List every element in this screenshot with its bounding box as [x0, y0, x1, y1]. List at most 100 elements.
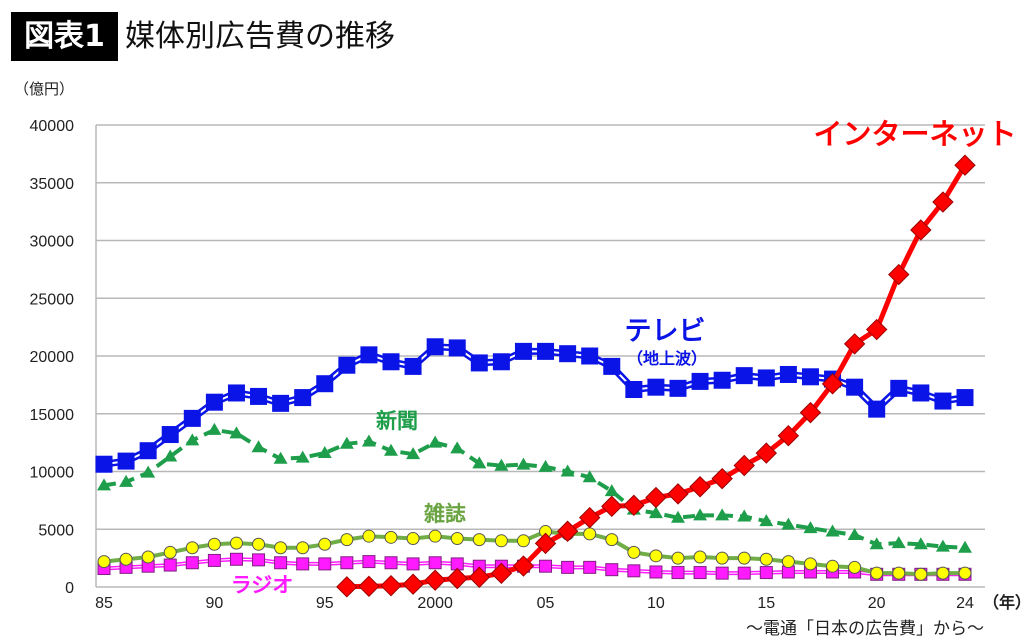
y-tick-label: 30000	[30, 234, 75, 251]
data-point	[117, 452, 135, 470]
data-point	[163, 558, 177, 572]
data-point	[340, 556, 354, 570]
data-point	[273, 451, 288, 464]
y-tick-label: 0	[65, 580, 74, 597]
data-point	[865, 318, 888, 341]
series-1	[97, 422, 972, 553]
series-line	[103, 529, 965, 577]
data-point	[755, 442, 778, 464]
y-tick-label: 5000	[38, 522, 74, 539]
data-point	[583, 527, 597, 541]
chart-title: 媒体別広告費の推移	[125, 19, 395, 54]
data-point	[932, 191, 954, 213]
data-point	[426, 338, 444, 356]
series-label: テレビ	[625, 316, 706, 347]
data-point	[627, 564, 641, 578]
data-point	[713, 371, 731, 389]
data-point	[494, 458, 509, 471]
data-point	[759, 552, 773, 566]
data-point	[318, 537, 332, 551]
data-point	[669, 379, 687, 397]
data-point	[958, 540, 972, 553]
data-point	[890, 379, 908, 397]
data-point	[446, 567, 468, 590]
data-point	[578, 506, 601, 529]
data-point	[693, 508, 708, 521]
data-point	[448, 339, 466, 357]
data-point	[295, 450, 310, 463]
series-line-inner	[103, 345, 966, 466]
data-point	[492, 353, 510, 371]
data-point	[534, 532, 557, 555]
data-point	[910, 219, 932, 241]
data-point	[185, 541, 199, 555]
data-point	[954, 154, 976, 176]
data-point	[733, 454, 755, 477]
x-tick-label: 20	[868, 595, 886, 612]
y-tick-label: 15000	[30, 407, 75, 424]
data-point	[777, 424, 800, 447]
data-point	[803, 557, 817, 571]
data-point	[205, 393, 223, 411]
data-point	[781, 517, 796, 530]
data-point	[556, 520, 579, 542]
data-point	[936, 566, 950, 580]
data-point	[428, 529, 442, 543]
data-point	[914, 567, 928, 581]
data-point	[384, 443, 398, 456]
data-point	[470, 354, 488, 372]
data-point	[274, 541, 288, 555]
data-point	[472, 456, 487, 469]
data-point	[316, 375, 334, 393]
data-point	[139, 442, 157, 460]
data-point	[803, 521, 818, 534]
x-tick-label: 24	[956, 595, 974, 612]
data-point	[779, 365, 797, 383]
data-point	[826, 559, 840, 573]
data-point	[382, 353, 400, 371]
data-point	[759, 514, 774, 527]
data-point	[227, 384, 245, 402]
data-point	[424, 569, 446, 591]
y-tick-label: 10000	[30, 465, 75, 482]
y-tick-label: 40000	[30, 118, 75, 135]
data-point	[272, 394, 290, 412]
data-point	[648, 506, 663, 519]
data-point	[97, 478, 111, 491]
x-tick-label: 95	[316, 595, 334, 612]
data-point	[95, 455, 113, 473]
data-point	[490, 562, 513, 585]
data-point	[537, 342, 555, 360]
data-point	[627, 545, 641, 559]
data-point	[384, 530, 398, 544]
data-point	[450, 441, 465, 454]
data-point	[671, 566, 685, 580]
data-point	[406, 531, 420, 545]
data-point	[934, 392, 952, 410]
data-point	[185, 556, 199, 570]
data-point	[737, 566, 751, 580]
series-2	[97, 525, 972, 581]
data-point	[362, 529, 376, 543]
data-point	[384, 556, 398, 570]
data-point	[362, 555, 376, 569]
data-point	[119, 474, 134, 487]
data-point	[402, 573, 424, 595]
data-point	[667, 483, 689, 505]
data-point	[891, 536, 906, 549]
data-point	[561, 560, 575, 574]
y-tick-label: 20000	[30, 349, 75, 366]
data-point	[737, 509, 752, 522]
x-tick-label: 10	[647, 595, 665, 612]
series-0	[95, 338, 974, 473]
data-point	[601, 495, 623, 518]
data-point	[252, 537, 266, 551]
x-tick-label: 2000	[417, 595, 453, 612]
series-label: ラジオ	[231, 573, 294, 597]
data-point	[625, 380, 643, 398]
data-point	[472, 533, 486, 547]
data-point	[912, 384, 930, 402]
x-axis-unit: （年）	[983, 593, 1024, 612]
